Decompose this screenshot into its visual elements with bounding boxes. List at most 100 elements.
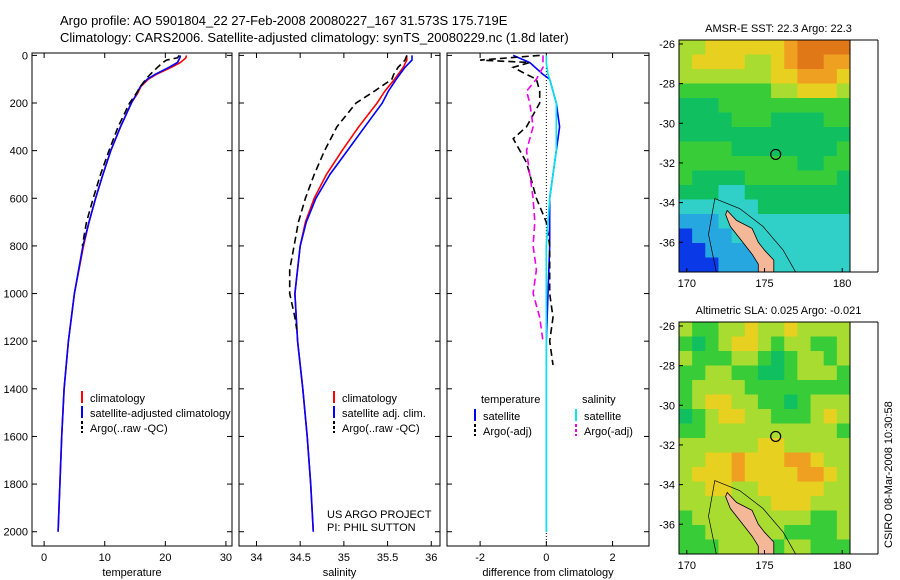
sla-map-cell: [679, 336, 693, 352]
sla-map-cell: [718, 394, 733, 410]
sla-map-cell: [797, 336, 812, 352]
sst-map-cell: [771, 83, 785, 99]
sst-map-cell: [705, 69, 720, 85]
sst-map-cell: [744, 141, 759, 157]
figure-title-line2: Climatology: CARS2006. Satellite-adjuste…: [60, 30, 569, 45]
sla-map-cell: [744, 351, 759, 367]
sst-map-cell: [797, 69, 812, 85]
sst-map-cell: [784, 112, 798, 128]
sla-map-cell: [692, 365, 706, 381]
sla-map-cell: [718, 351, 733, 367]
sst-map-cell: [810, 228, 825, 244]
sst-map-cell: [744, 40, 759, 56]
sst-map-cell: [810, 257, 825, 272]
sla-map-ytick-label: -36: [659, 519, 675, 531]
sla-map-cell: [784, 481, 798, 497]
sst-map-cell: [823, 170, 838, 186]
sla-map-cell: [771, 525, 785, 541]
sst-map-cell: [731, 40, 746, 56]
sla-map-cell: [797, 351, 812, 367]
sst-map-cell: [836, 54, 850, 70]
sst-map-cell: [823, 199, 838, 215]
sla-map-cell: [836, 423, 850, 439]
sla-map-cell: [836, 467, 850, 483]
sla-map-cell: [823, 365, 838, 381]
sla-map-cell: [823, 467, 838, 483]
sla-map-cell: [797, 438, 812, 454]
sst-map-cell: [705, 257, 720, 272]
sst-map-cell: [836, 170, 850, 186]
sla-map-cell: [679, 438, 693, 454]
sla-map-cell: [705, 510, 720, 526]
sla-map-cell: [771, 336, 785, 352]
sst-map-cell: [679, 40, 693, 56]
sla-map-cell: [771, 452, 785, 468]
sst-map-title: AMSR-E SST: 22.3 Argo: 22.3: [705, 23, 852, 35]
sst-map-cell: [731, 199, 746, 215]
sst-map-cell: [718, 228, 733, 244]
sla-map-cell: [823, 336, 838, 352]
sst-map-ytick-label: -32: [659, 158, 675, 170]
sst-map-cell: [718, 69, 733, 85]
sla-map-cell: [797, 525, 812, 541]
sla-map-cell: [731, 380, 746, 396]
sst-map-cell: [718, 83, 733, 99]
sla-map-cell: [718, 380, 733, 396]
sla-map-cell: [836, 365, 850, 381]
sst-map-cell: [784, 156, 798, 172]
sla-map-cell: [679, 380, 693, 396]
sst-map-cell: [718, 54, 733, 70]
sla-map-cell: [679, 423, 693, 439]
sst-map-cell: [757, 228, 772, 244]
difference-profile-xtick-label: -2: [475, 552, 485, 564]
sla-map-cell: [810, 365, 825, 381]
sla-map-cell: [771, 467, 785, 483]
sst-map-cell: [836, 69, 850, 85]
sla-map-ytick-label: -34: [659, 480, 675, 492]
sst-map-cell: [810, 243, 825, 259]
sla-map-cell: [744, 336, 759, 352]
sla-map-ytick-label: -26: [659, 321, 675, 333]
sst-map-cell: [731, 185, 746, 201]
sla-map-cell: [823, 481, 838, 497]
sst-map-cell: [731, 69, 746, 85]
sst-map-cell: [784, 141, 798, 157]
sla-map-cell: [797, 452, 812, 468]
sla-map-cell: [771, 351, 785, 367]
sst-map-cell: [692, 185, 706, 201]
sst-map-cell: [771, 214, 785, 230]
sla-map-cell: [692, 409, 706, 425]
sst-map-cell: [784, 228, 798, 244]
sla-map-cell: [784, 409, 798, 425]
sla-map-cell: [705, 336, 720, 352]
sla-map-cell: [771, 423, 785, 439]
sst-map-cell: [744, 98, 759, 114]
sst-map-cell: [757, 156, 772, 172]
sla-map-cell: [692, 336, 706, 352]
temperature-profile-frame: [31, 52, 233, 547]
sst-map-cell: [771, 98, 785, 114]
sla-map-cell: [810, 380, 825, 396]
sst-map-cell: [731, 127, 746, 143]
sst-map-cell: [771, 69, 785, 85]
sst-map-cell: [810, 185, 825, 201]
sst-map-cell: [810, 170, 825, 186]
sla-map-cell: [718, 525, 733, 541]
sla-map-cell: [784, 539, 798, 554]
sst-map-cell: [797, 228, 812, 244]
temperature-profile-series-1: [57, 55, 182, 532]
salinity-profile-legend-label: satellite adj. clim.: [342, 408, 426, 420]
sla-map-cell: [797, 423, 812, 439]
sla-map-cell: [744, 394, 759, 410]
sla-map-cell: [757, 496, 772, 512]
sla-map-cell: [757, 336, 772, 352]
sst-map-cell: [810, 98, 825, 114]
sst-map-cell: [718, 98, 733, 114]
project-annotation: PI: PHIL SUTTON: [327, 522, 416, 534]
sst-map-ytick-label: -28: [659, 79, 675, 91]
sla-map-cell: [718, 365, 733, 381]
sst-map-cell: [705, 83, 720, 99]
sst-map-cell: [731, 257, 746, 272]
sst-map-cell: [718, 170, 733, 186]
sla-map-cell: [810, 336, 825, 352]
